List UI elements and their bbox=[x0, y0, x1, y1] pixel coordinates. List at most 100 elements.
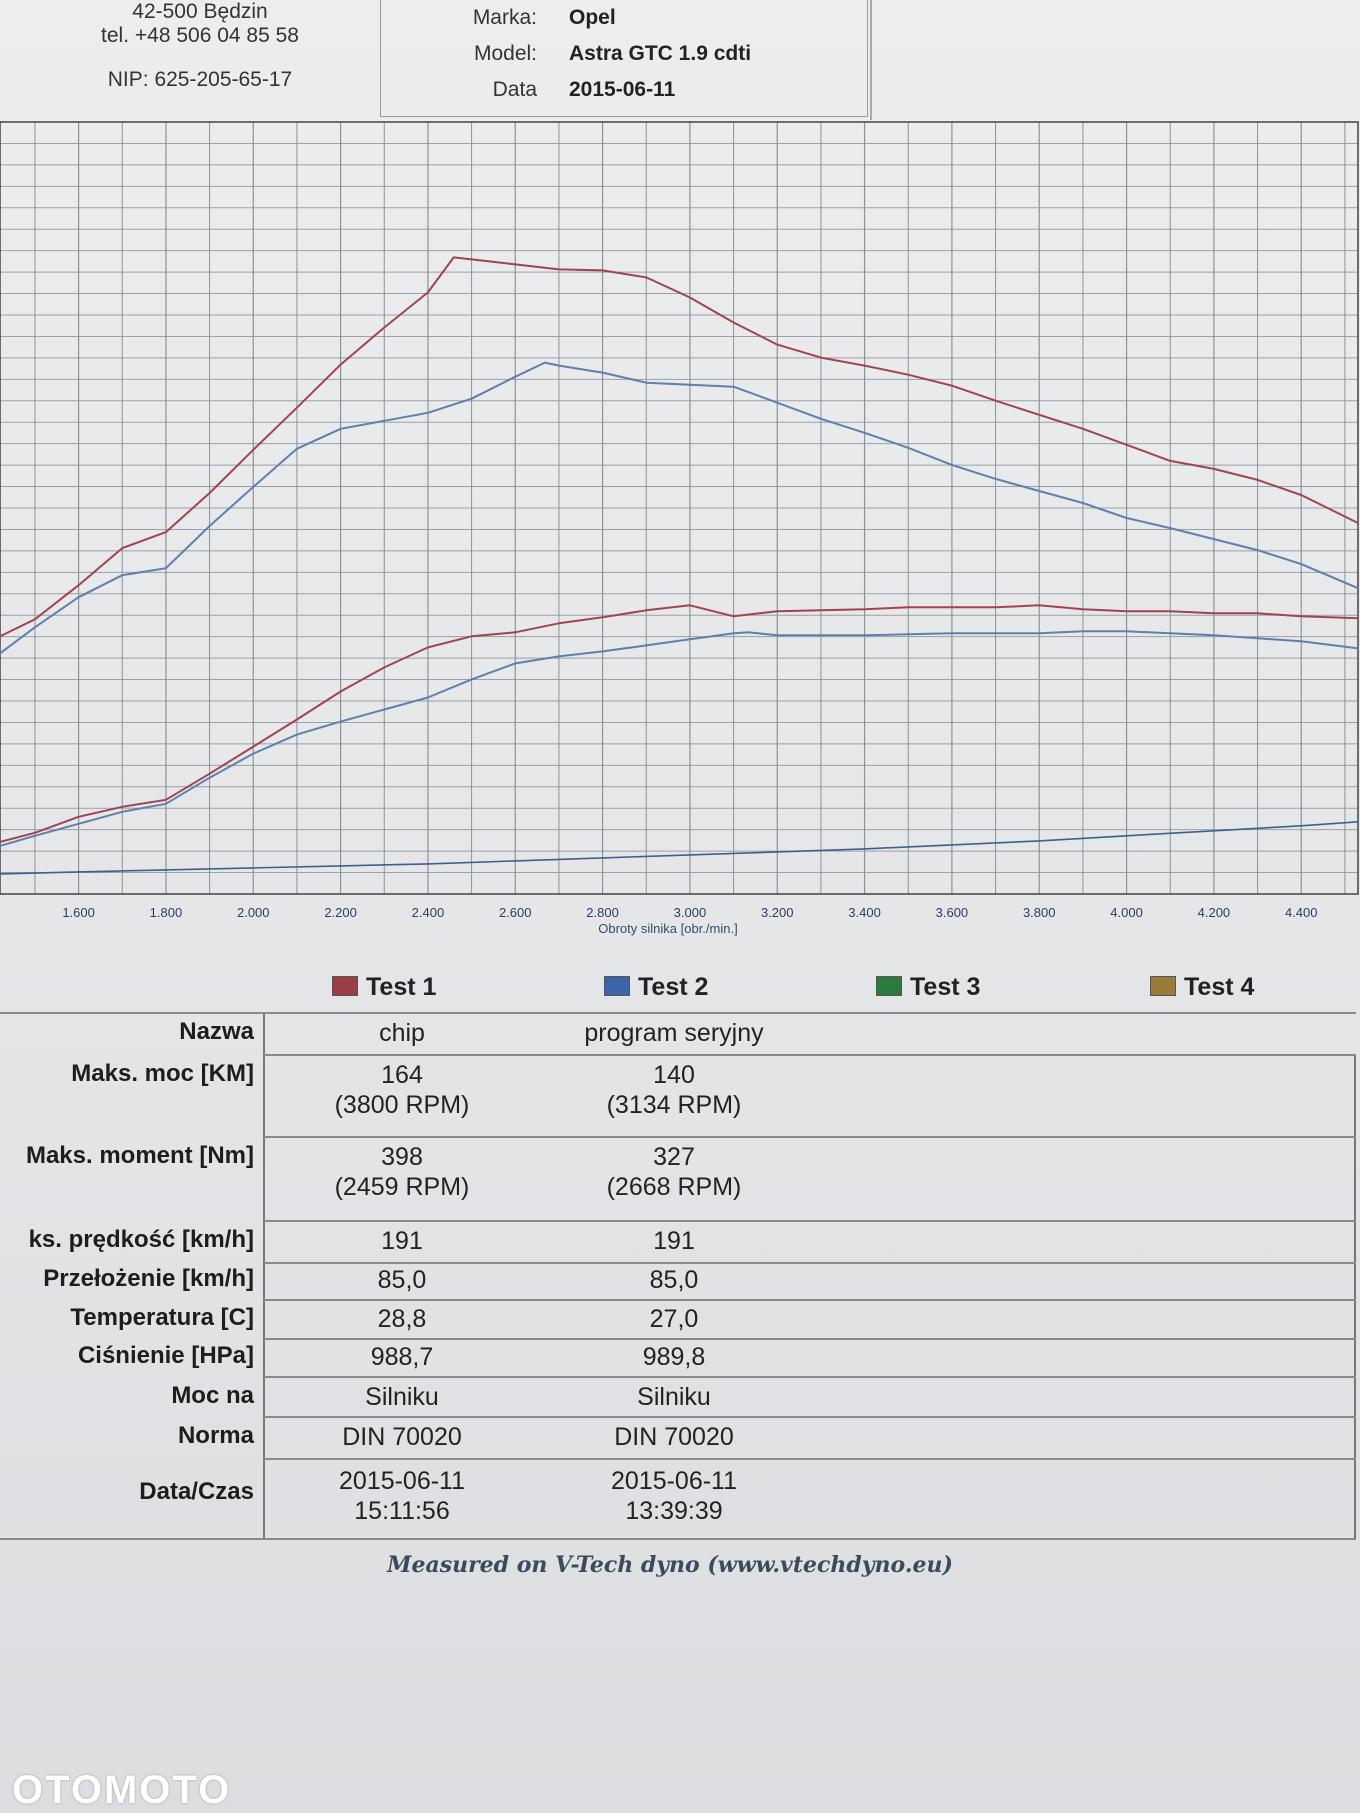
test1-main: 2015-06-11 bbox=[338, 1467, 466, 1495]
series-line-test-2-power bbox=[0, 630, 1359, 847]
legend-label-test-1: Test 1 bbox=[366, 973, 437, 1001]
table-line bbox=[263, 1338, 1356, 1340]
test1-value: 191 bbox=[381, 1227, 423, 1255]
x-tick-label: 4.400 bbox=[1285, 905, 1318, 920]
otomoto-watermark: OTOMOTO bbox=[12, 1768, 232, 1812]
test2-value: 989,8 bbox=[642, 1343, 706, 1371]
table-line bbox=[263, 1262, 1356, 1264]
test2-value: 327 (2668 RPM) bbox=[524, 1142, 824, 1202]
row-label: Przełożenie [km/h] bbox=[43, 1265, 254, 1292]
x-axis-label: Obroty silnika [obr./min.] bbox=[598, 921, 737, 936]
workshop-address: 42-500 Będzin bbox=[132, 0, 268, 23]
row-label: Moc na bbox=[171, 1382, 254, 1409]
test1-sub: (2459 RPM) bbox=[334, 1173, 470, 1201]
x-tick-label: 3.000 bbox=[674, 905, 707, 920]
chart-frame bbox=[0, 121, 1359, 895]
x-tick-label: 4.200 bbox=[1198, 905, 1231, 920]
marka-row: Marka: Opel bbox=[381, 6, 867, 40]
test2-main: 140 bbox=[653, 1061, 695, 1089]
test2-value: 27,0 bbox=[649, 1305, 699, 1333]
row-label: Nazwa bbox=[179, 1018, 254, 1045]
date-label: Data bbox=[492, 78, 537, 101]
test1-value: chip bbox=[379, 1019, 425, 1047]
legend-label-test-2: Test 2 bbox=[638, 973, 709, 1001]
results-table: Nazwa chip program seryjny Maks. moc [KM… bbox=[0, 1012, 1356, 1540]
test2-value: 140 (3134 RPM) bbox=[524, 1060, 824, 1120]
test2-value: 2015-06-11 13:39:39 bbox=[524, 1466, 824, 1526]
model-row: Model: Astra GTC 1.9 cdti bbox=[381, 42, 867, 76]
row-label: Norma bbox=[177, 1422, 254, 1449]
dyno-chart: 1.600 1.800 2.000 2.200 2.400 2.600 2.800 3.000… bbox=[0, 121, 1359, 936]
workshop-contact: 42-500 Będzin tel. +48 506 04 85 58 NIP:… bbox=[40, 0, 360, 92]
row-label: ks. prędkość [km/h] bbox=[28, 1226, 254, 1253]
model-label: Model: bbox=[473, 42, 537, 65]
row-label: Maks. moment [Nm] bbox=[25, 1142, 254, 1169]
test1-sub: 15:11:56 bbox=[354, 1497, 450, 1525]
table-line bbox=[263, 1299, 1356, 1301]
test1-value: Silniku bbox=[365, 1383, 439, 1411]
legend: Test 1 Test 2 Test 3 Test 4 bbox=[0, 973, 1360, 1009]
test1-value: 2015-06-11 15:11:56 bbox=[252, 1466, 552, 1526]
x-tick-label: 3.600 bbox=[936, 905, 969, 920]
legend-swatch-test-3 bbox=[876, 976, 902, 996]
marka-label: Marka: bbox=[472, 6, 537, 29]
chart-grid-vertical bbox=[34, 122, 1346, 894]
chart-series bbox=[0, 256, 1359, 875]
test2-main: 327 bbox=[653, 1143, 695, 1171]
test2-main: 2015-06-11 bbox=[610, 1467, 738, 1495]
model-value: Astra GTC 1.9 cdti bbox=[569, 42, 752, 65]
table-line bbox=[263, 1220, 1356, 1222]
legend-item-test-4: Test 4 bbox=[1150, 973, 1254, 1002]
table-top-border bbox=[0, 1012, 1356, 1014]
test2-value: 191 bbox=[653, 1227, 695, 1255]
test2-value: DIN 70020 bbox=[614, 1423, 734, 1451]
workshop-phone: tel. +48 506 04 85 58 bbox=[101, 24, 299, 47]
table-line bbox=[263, 1416, 1356, 1418]
x-tick-label: 4.000 bbox=[1110, 905, 1143, 920]
row-label: Maks. moc [KM] bbox=[71, 1060, 254, 1087]
x-tick-label: 1.600 bbox=[62, 905, 95, 920]
table-line bbox=[263, 1458, 1356, 1460]
test1-sub: (3800 RPM) bbox=[334, 1091, 470, 1119]
test1-value: 85,0 bbox=[377, 1266, 427, 1294]
test1-main: 164 bbox=[381, 1061, 423, 1089]
date-row: Data 2015-06-11 bbox=[381, 78, 867, 112]
legend-item-test-3: Test 3 bbox=[876, 973, 980, 1002]
series-line-test-1-torque bbox=[0, 256, 1359, 638]
x-tick-label: 2.400 bbox=[412, 905, 445, 920]
legend-swatch-test-2 bbox=[604, 976, 630, 996]
series-line-test-1-power bbox=[0, 604, 1359, 843]
x-tick-label: 1.800 bbox=[150, 905, 183, 920]
table-line bbox=[263, 1376, 1356, 1378]
legend-item-test-2: Test 2 bbox=[604, 973, 708, 1002]
x-tick-label: 3.800 bbox=[1023, 905, 1056, 920]
legend-label-test-4: Test 4 bbox=[1184, 973, 1255, 1001]
legend-swatch-test-4 bbox=[1150, 976, 1176, 996]
row-label: Temperatura [C] bbox=[70, 1304, 254, 1331]
series-line-test-2-torque bbox=[0, 361, 1359, 655]
header-divider bbox=[870, 0, 872, 120]
x-tick-label: 2.600 bbox=[499, 905, 532, 920]
x-axis-ticks: 1.600 1.800 2.000 2.200 2.400 2.600 2.800 3.000… bbox=[62, 905, 1317, 920]
row-label: Ciśnienie [HPa] bbox=[77, 1342, 254, 1369]
test1-main: 398 bbox=[381, 1143, 423, 1171]
test2-sub: 13:39:39 bbox=[625, 1497, 723, 1525]
row-label: Data/Czas bbox=[139, 1478, 254, 1505]
table-line bbox=[263, 1136, 1356, 1138]
legend-item-test-1: Test 1 bbox=[332, 973, 436, 1002]
x-tick-label: 2.800 bbox=[586, 905, 619, 920]
workshop-nip: NIP: 625-205-65-17 bbox=[107, 68, 293, 91]
chart-grid-horizontal bbox=[0, 142, 1358, 874]
x-tick-label: 3.400 bbox=[848, 905, 881, 920]
legend-label-test-3: Test 3 bbox=[910, 973, 981, 1001]
table-label-divider bbox=[263, 1012, 265, 1540]
marka-value: Opel bbox=[569, 6, 616, 29]
test1-value: 988,7 bbox=[370, 1343, 434, 1371]
table-bottom-border bbox=[0, 1538, 1356, 1540]
test2-value: Silniku bbox=[637, 1383, 711, 1411]
date-value: 2015-06-11 bbox=[569, 78, 676, 101]
series-line-auxiliary bbox=[0, 821, 1359, 875]
test2-sub: (3134 RPM) bbox=[606, 1091, 742, 1119]
test2-value: program seryjny bbox=[584, 1019, 764, 1047]
